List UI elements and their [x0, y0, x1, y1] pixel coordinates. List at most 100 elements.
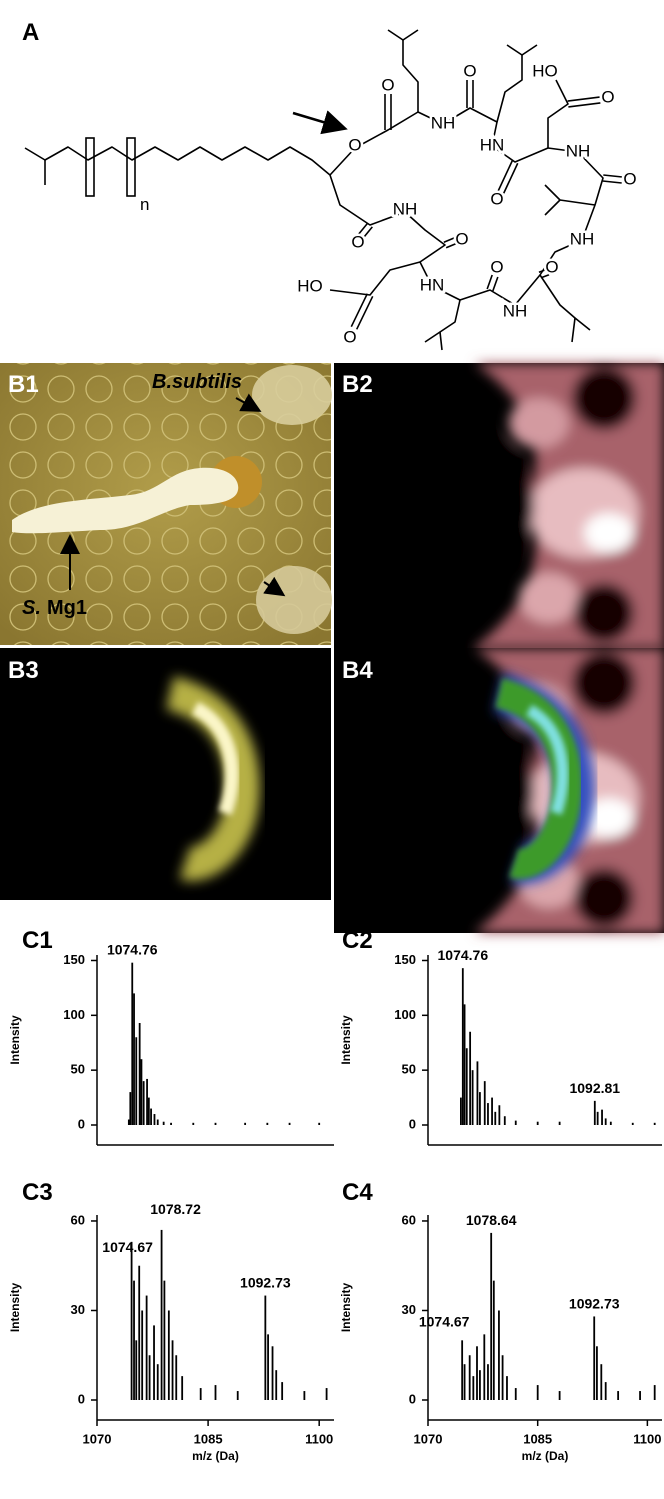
atom-label: O [601, 87, 614, 106]
peak [244, 1123, 246, 1125]
repeat-bracket [86, 138, 94, 196]
chemical-structure: OONHOHOOHNNHOONHOONHHOHNONHOO [25, 30, 637, 350]
peak [483, 1334, 485, 1400]
peak [460, 1098, 462, 1125]
y-axis-label: Intensity [8, 1015, 22, 1065]
atom-label: O [381, 75, 394, 94]
side-chain [545, 200, 560, 215]
peak [150, 1109, 152, 1125]
peak-annotation: 1092.73 [569, 1295, 620, 1311]
peak [515, 1121, 517, 1125]
peak [559, 1122, 561, 1125]
double-bond [351, 294, 367, 327]
side-chain [388, 30, 418, 40]
peak [477, 1061, 479, 1125]
peak-annotation: 1078.64 [466, 1212, 517, 1228]
atom-label: O [348, 135, 361, 154]
peak [487, 1103, 489, 1125]
peak [472, 1376, 474, 1400]
peak [494, 1112, 496, 1125]
atom-label: O [343, 327, 356, 346]
peak [597, 1112, 599, 1125]
y-tick-label: 100 [394, 1007, 416, 1022]
atom-label: HO [297, 276, 323, 295]
peak [141, 1310, 143, 1400]
double-bond [357, 296, 373, 329]
peak [141, 1059, 143, 1125]
side-chain [572, 318, 590, 342]
peak [318, 1123, 320, 1125]
y-tick-label: 50 [71, 1062, 85, 1077]
peak [266, 1123, 268, 1125]
peak [605, 1118, 607, 1125]
spectrum-chart: C1Intensity0501001501074.76 [8, 927, 334, 1145]
peak [154, 1114, 156, 1125]
y-tick-label: 30 [402, 1302, 416, 1317]
peak [596, 1346, 598, 1400]
peak [461, 1340, 463, 1400]
y-tick-label: 30 [71, 1302, 85, 1317]
peak [484, 1081, 486, 1125]
peak [200, 1388, 202, 1400]
peak [135, 1340, 137, 1400]
double-bond [487, 275, 492, 289]
y-tick-label: 150 [394, 952, 416, 967]
peak [264, 1296, 266, 1400]
peak [466, 1048, 468, 1125]
side-chain [403, 40, 418, 112]
peak-annotation: 1092.73 [240, 1275, 291, 1291]
side-chain [540, 275, 575, 318]
organism-label: B.subtilis [152, 371, 242, 393]
fatty-chain [25, 147, 330, 175]
x-tick-label: 1085 [523, 1431, 552, 1446]
peak [281, 1382, 283, 1400]
double-bond [603, 181, 622, 183]
organism-genus: S. [22, 597, 41, 619]
image-b2: B2 [334, 363, 664, 648]
peak [157, 1364, 159, 1400]
peak [462, 968, 464, 1125]
atom-label: O [623, 169, 636, 188]
ion-map [334, 363, 664, 648]
peak-annotation: 1092.81 [569, 1080, 620, 1096]
atom-label: NH [570, 229, 595, 248]
peak [469, 1355, 471, 1400]
peak [163, 1122, 165, 1125]
atom-label: NH [393, 199, 418, 218]
peak [537, 1385, 539, 1400]
y-tick-label: 0 [409, 1391, 416, 1406]
peak [289, 1123, 291, 1125]
peak [267, 1334, 269, 1400]
y-tick-label: 0 [409, 1116, 416, 1131]
peak [601, 1110, 603, 1125]
atom-label: HO [532, 61, 558, 80]
peak [275, 1370, 277, 1400]
peak [146, 1079, 148, 1125]
peak [464, 1004, 466, 1125]
peak [498, 1310, 500, 1400]
chart-title: C3 [22, 1179, 53, 1206]
side-chain [545, 185, 595, 205]
side-chain [440, 300, 460, 332]
x-tick-label: 1100 [633, 1431, 661, 1446]
peak [639, 1391, 641, 1400]
peak [135, 1037, 137, 1125]
x-tick-label: 1070 [83, 1431, 112, 1446]
peak [476, 1346, 478, 1400]
double-bond [568, 103, 600, 107]
peak [139, 1023, 141, 1125]
peak [215, 1385, 217, 1400]
ion-map [334, 648, 664, 933]
atom-label: O [351, 232, 364, 251]
peak-annotation: 1074.76 [107, 942, 158, 958]
y-tick-label: 60 [71, 1212, 85, 1227]
spectrum-chart: C3Intensity03060107010851100m/z (Da)1078… [8, 1179, 334, 1463]
atom-label: NH [431, 113, 456, 132]
peak [153, 1325, 155, 1400]
image-b1: B1 B.subtilis S. Mg1 [0, 363, 332, 645]
peak [148, 1098, 150, 1125]
cleavage-arrow [293, 113, 343, 128]
colony [256, 566, 332, 634]
peak [131, 1242, 133, 1400]
